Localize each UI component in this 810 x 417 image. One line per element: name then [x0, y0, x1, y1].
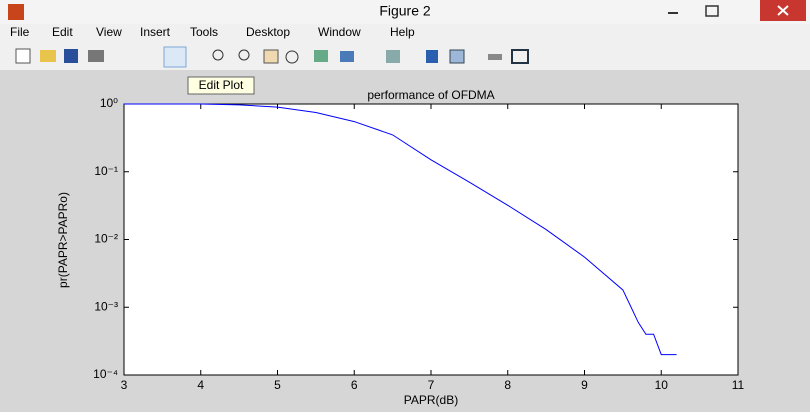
y-tick-label: 10⁰	[100, 96, 118, 110]
x-tick-label: 11	[732, 378, 745, 392]
print-icon[interactable]	[88, 50, 104, 62]
x-tick-label: 10	[655, 378, 669, 392]
x-tick-label: 8	[504, 378, 511, 392]
x-tick-label: 3	[121, 378, 128, 392]
menu-item[interactable]: Insert	[140, 25, 171, 39]
y-axis-label: pr(PAPR>PAPRo)	[56, 192, 70, 288]
x-axis-label: PAPR(dB)	[404, 393, 458, 407]
window-title: Figure 2	[379, 3, 431, 19]
hide-tools-icon[interactable]	[488, 54, 502, 60]
menu-item[interactable]: Help	[390, 25, 415, 39]
open-icon[interactable]	[40, 50, 56, 62]
chart-title: performance of OFDMA	[367, 88, 494, 102]
x-tick-label: 4	[197, 378, 204, 392]
menu-item[interactable]: View	[96, 25, 122, 39]
save-icon[interactable]	[64, 49, 78, 63]
y-tick-label: 10⁻³	[94, 299, 118, 313]
legend-icon[interactable]	[450, 50, 464, 63]
datacursor-icon[interactable]	[314, 50, 328, 62]
menu-item[interactable]: File	[10, 25, 30, 39]
y-tick-label: 10⁻¹	[94, 164, 118, 178]
toolbar	[0, 42, 810, 70]
menu-item[interactable]: Desktop	[246, 25, 290, 39]
menu: File Edit View Insert Tools Desktop Window Help	[10, 25, 415, 39]
x-tick-label: 9	[581, 378, 588, 392]
x-tick-label: 6	[351, 378, 358, 392]
link-icon[interactable]	[386, 50, 400, 63]
edit-plot-icon[interactable]	[164, 47, 186, 67]
y-tick-label: 10⁻⁴	[93, 367, 118, 381]
menu-item[interactable]: Window	[318, 25, 361, 39]
colorbar-icon[interactable]	[426, 50, 438, 63]
app-icon	[8, 4, 24, 20]
y-tick-label: 10⁻²	[94, 232, 118, 246]
figure-window: Figure 2 File Edit View Insert Tools Desktop W…	[0, 0, 810, 412]
tooltip-text: Edit Plot	[199, 78, 244, 92]
menu-item[interactable]: Tools	[190, 25, 218, 39]
menu-item[interactable]: Edit	[52, 25, 73, 39]
pan-icon[interactable]	[264, 50, 278, 63]
x-tick-label: 5	[274, 378, 281, 392]
new-icon[interactable]	[16, 49, 30, 63]
brush-icon[interactable]	[340, 51, 354, 62]
x-tick-label: 7	[428, 378, 435, 392]
